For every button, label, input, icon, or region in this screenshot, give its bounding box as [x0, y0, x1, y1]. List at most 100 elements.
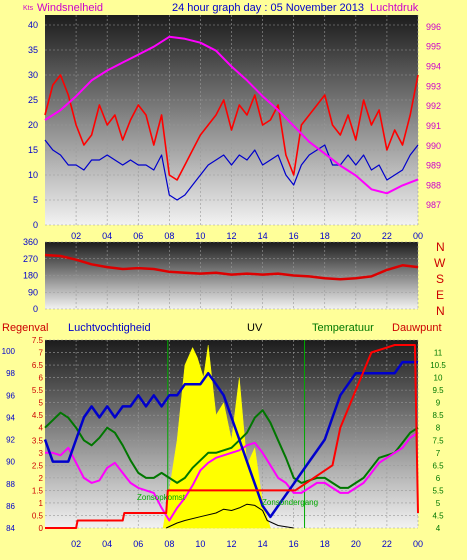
x-tick-label: 08: [164, 231, 174, 241]
x-tick-label: 02: [71, 539, 81, 549]
rain-tick-label: 4.5: [32, 411, 44, 420]
direction-series: [44, 253, 419, 281]
humidity-tick-label: 90: [6, 458, 15, 467]
x-tick-label: 12: [226, 539, 236, 549]
y-right-tick-label: 996: [426, 22, 441, 32]
x-tick-label: 12: [226, 231, 236, 241]
climate-chart: 00.511.522.533.544.555.566.577.584868890…: [2, 336, 447, 549]
rain-tick-label: 3: [39, 449, 44, 458]
humidity-tick-label: 86: [6, 502, 15, 511]
graph-title: 24 hour graph day : 05 November 2013: [172, 2, 364, 14]
rain-tick-label: 2: [39, 474, 44, 483]
rain-series: [45, 344, 419, 529]
dewpoint-label: Dauwpunt: [392, 322, 442, 334]
y-right-tick-label: 989: [426, 161, 441, 171]
humidity-tick-label: 96: [6, 391, 15, 400]
x-tick-label: 08: [164, 539, 174, 549]
x-tick-label: 06: [133, 231, 143, 241]
x-tick-label: 16: [289, 539, 299, 549]
y-right-tick-label: 987: [426, 200, 441, 210]
y-left-tick-label: 20: [28, 120, 38, 130]
rain-tick-label: 2.5: [32, 461, 44, 470]
y-left-tick-label: 15: [28, 145, 38, 155]
x-tick-label: 14: [258, 231, 268, 241]
wind-speed-label: Windsnelheid: [37, 2, 103, 14]
temperature-tick-label: 9.5: [432, 386, 444, 395]
x-tick-label: 06: [133, 539, 143, 549]
x-tick-label: 20: [351, 231, 361, 241]
temperature-tick-label: 7.5: [432, 436, 444, 445]
y-left-tick-label: 25: [28, 95, 38, 105]
y-left-tick-label: 40: [28, 20, 38, 30]
temperature-tick-label: 5.5: [432, 486, 444, 495]
x-tick-label: 04: [102, 231, 112, 241]
wind-average-series: [44, 139, 419, 201]
x-tick-label: 00: [413, 231, 423, 241]
y-right-tick-label: 988: [426, 180, 441, 190]
y-tick-label: 360: [23, 237, 38, 247]
x-tick-label: 22: [382, 539, 392, 549]
rain-tick-label: 4: [39, 424, 44, 433]
humidity-series: [43, 360, 418, 519]
x-tick-label: 14: [258, 539, 268, 549]
y-left-tick-label: 35: [28, 45, 38, 55]
sunset-annotation: Zonsondergang: [262, 498, 318, 507]
rain-tick-label: 0: [39, 524, 44, 533]
x-tick-label: 22: [382, 231, 392, 241]
humidity-tick-label: 98: [6, 369, 15, 378]
temperature-tick-label: 5: [436, 499, 441, 508]
rain-tick-label: 5.5: [32, 386, 44, 395]
humidity-tick-label: 100: [2, 347, 16, 356]
x-tick-label: 10: [195, 539, 205, 549]
temperature-tick-label: 8: [436, 424, 441, 433]
temperature-tick-label: 11: [434, 349, 443, 358]
x-tick-label: 20: [351, 539, 361, 549]
x-tick-label: 10: [195, 231, 205, 241]
direction-chart: 0 90 180 270 360: [23, 237, 419, 314]
rain-tick-label: 7.5: [32, 336, 44, 345]
y-right-tick-label: 995: [426, 42, 441, 52]
temperature-tick-label: 4.5: [432, 511, 444, 520]
y-left-tick-label: 5: [33, 195, 38, 205]
x-tick-label: 16: [289, 231, 299, 241]
y-right-tick-label: 993: [426, 81, 441, 91]
temperature-tick-label: 6.5: [432, 461, 444, 470]
temperature-tick-label: 4: [436, 524, 441, 533]
y-right-tick-label: 992: [426, 101, 441, 111]
y-tick-label: 0: [33, 304, 38, 314]
temperature-tick-label: 10.5: [430, 361, 446, 370]
compass-n-top: N: [436, 240, 445, 254]
temperature-series: [44, 409, 419, 489]
humidity-tick-label: 94: [6, 413, 15, 422]
humidity-tick-label: 88: [6, 480, 15, 489]
wind-gust-series: [44, 74, 419, 181]
wind-unit-label: Kts: [23, 5, 34, 12]
y-left-tick-label: 0: [33, 220, 38, 230]
rain-tick-label: 0.5: [32, 511, 44, 520]
humidity-tick-label: 92: [6, 436, 15, 445]
rain-tick-label: 5: [39, 399, 44, 408]
temperature-tick-label: 8.5: [432, 411, 444, 420]
compass-e: E: [436, 288, 444, 302]
temperature-tick-label: 9: [436, 399, 441, 408]
rain-tick-label: 7: [39, 349, 44, 358]
rain-tick-label: 6.5: [32, 361, 44, 370]
solar-series: [165, 503, 294, 529]
x-tick-label: 18: [320, 539, 330, 549]
humidity-tick-label: 84: [6, 524, 15, 533]
humidity-label: Luchtvochtigheid: [68, 322, 151, 334]
rain-tick-label: 6: [39, 374, 44, 383]
uv-label: UV: [247, 322, 263, 334]
compass-s: S: [436, 272, 444, 286]
pressure-label: Luchtdruk: [370, 2, 419, 14]
dewpoint-series: [45, 431, 419, 522]
rain-tick-label: 1: [39, 499, 44, 508]
sunrise-annotation: Zonsopkomst: [137, 493, 186, 502]
temperature-tick-label: 10: [434, 374, 443, 383]
x-tick-label: 18: [320, 231, 330, 241]
temperature-tick-label: 6: [436, 474, 441, 483]
rain-tick-label: 1.5: [32, 486, 44, 495]
compass-w: W: [434, 256, 446, 270]
